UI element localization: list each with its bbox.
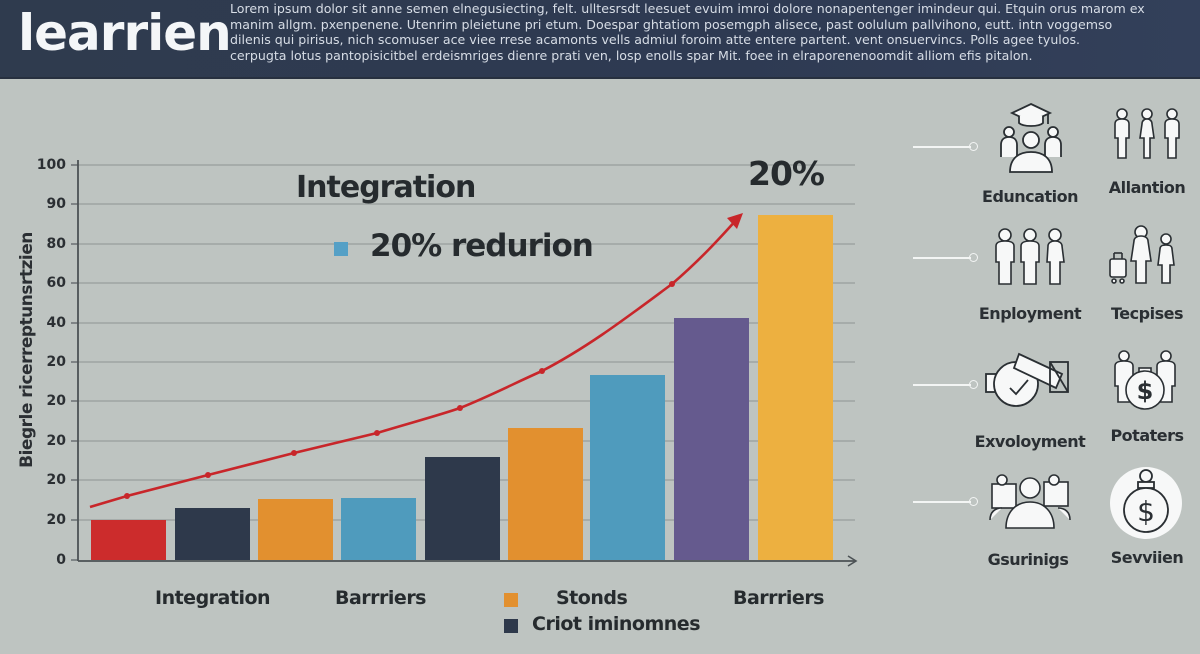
description-line: Lorem ipsum dolor sit anne semen elnegus… xyxy=(230,1,1145,16)
connector-line xyxy=(913,253,978,262)
y-tick-label: 40 xyxy=(46,315,66,331)
legend-swatch-navy xyxy=(504,619,518,633)
money-bag-icon: $ xyxy=(1110,467,1182,539)
y-tick-label: 20 xyxy=(46,433,66,449)
sidebar-item-label: Gsurinigs xyxy=(987,550,1069,569)
chart-annotation-title: Integration xyxy=(296,170,476,205)
chart-plot-area xyxy=(71,160,858,567)
graduation-group-icon xyxy=(1000,103,1062,173)
sidebar-item-label: Sevviien xyxy=(1110,548,1184,567)
description-line: cerpugta lotus pantopisicitbel erdeismri… xyxy=(230,47,1033,63)
peak-percent-label: 20% xyxy=(748,154,825,193)
y-tick-label: 80 xyxy=(46,236,66,252)
bar-chart: 100 90 80 60 40 20 20 20 20 20 0 Biegrle… xyxy=(17,154,858,635)
x-category-label: Barrriers xyxy=(335,587,427,609)
header-bar: learrien Lorem ipsum dolor sit anne seme… xyxy=(0,0,1200,79)
bars xyxy=(91,215,833,560)
people-money-icon: $ xyxy=(1114,350,1176,410)
y-tick-label: 60 xyxy=(46,275,66,291)
sidebar-item-label: Potaters xyxy=(1110,426,1184,445)
brand-title: learrien xyxy=(18,4,232,62)
family-group-icon xyxy=(995,228,1065,285)
y-tick-label: 20 xyxy=(46,472,66,488)
sidebar-item-label: Eduncation xyxy=(982,187,1078,206)
icon-panel: Eduncation Allantion Enployment xyxy=(900,80,1200,654)
legend-label: Criot iminomnes xyxy=(532,613,701,635)
y-tick-label: 0 xyxy=(56,552,66,568)
chart-annotation-legend: 20% redurion xyxy=(370,228,594,264)
connector-line xyxy=(913,142,978,151)
y-tick-label: 20 xyxy=(46,512,66,528)
x-category-label: Barrriers xyxy=(733,587,825,609)
svg-text:$: $ xyxy=(1137,495,1155,528)
y-tick-label: 20 xyxy=(46,354,66,370)
description-line: dilenis qui pirisus, nich scomuser ace v… xyxy=(230,32,1081,47)
connector-line xyxy=(913,380,978,389)
y-tick-label: 20 xyxy=(46,393,66,409)
description-line: manim allgm. pxenpenene. Utenrim pleietu… xyxy=(230,16,1113,32)
header-description: Lorem ipsum dolor sit anne semen elnegus… xyxy=(230,1,1160,63)
sidebar-item-label: Enployment xyxy=(978,304,1082,323)
svg-text:$: $ xyxy=(1137,377,1154,405)
legend-swatch-blue xyxy=(334,242,348,256)
y-axis-label: Biegrle ricerreptunsrtzien xyxy=(17,232,37,468)
surveillance-camera-icon xyxy=(985,352,1069,407)
trend-arrowhead xyxy=(727,213,743,229)
legend-label: Stonds xyxy=(556,587,628,609)
x-category-label: Integration xyxy=(155,587,271,609)
sidebar-item-label: Allantion xyxy=(1108,178,1186,197)
video-meeting-icon xyxy=(989,474,1071,529)
y-tick-label: 90 xyxy=(46,196,66,212)
connector-line xyxy=(913,497,978,506)
sidebar-item-label: Tecpises xyxy=(1111,304,1183,323)
sidebar-item-label: Exvoloyment xyxy=(974,432,1086,451)
legend-swatch-orange xyxy=(504,593,518,607)
y-tick-label: 100 xyxy=(36,157,66,173)
three-people-icon xyxy=(1114,108,1180,159)
travelers-luggage-icon xyxy=(1109,225,1175,284)
